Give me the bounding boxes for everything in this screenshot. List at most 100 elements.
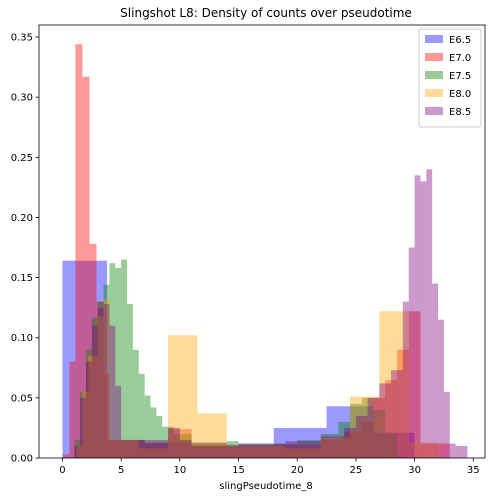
y-tick-label: 0.30 (11, 93, 33, 104)
y-tick-label: 0.10 (11, 333, 33, 344)
legend-label: E6.5 (449, 35, 471, 46)
x-tick-label: 0 (59, 465, 65, 476)
bar-E7-0-10 (191, 443, 227, 458)
plot-frame (38, 24, 486, 459)
bar-E6-5-0 (62, 260, 108, 458)
x-tick-label: 30 (408, 465, 421, 476)
bar-E8-5-10 (179, 439, 192, 458)
bar-E7-0-4 (89, 243, 97, 458)
bar-E6-5-6 (326, 406, 374, 458)
bars-layer (62, 44, 468, 459)
bar-E7-5-11 (138, 373, 145, 458)
bar-E8-5-25 (432, 283, 439, 458)
bar-E7-5-9 (127, 304, 133, 458)
bar-E6-5-7 (373, 432, 415, 458)
bar-E8-5-3 (91, 325, 98, 458)
bar-E7-0-3 (82, 76, 90, 458)
bar-E7-5-3 (91, 317, 98, 458)
legend-label: E7.5 (449, 71, 471, 82)
legend-swatch (425, 89, 443, 97)
bar-E7-0-20 (420, 443, 450, 458)
bar-E7-0-15 (361, 421, 374, 458)
bar-E8-5-12 (238, 443, 286, 458)
bar-E8-5-7 (115, 385, 122, 458)
bar-E7-0-5 (96, 301, 104, 458)
bar-E7-5-19 (238, 443, 298, 458)
bar-E7-5-24 (361, 397, 374, 458)
y-tick-label: 0.05 (11, 393, 33, 404)
bar-E7-5-25 (373, 409, 386, 458)
bar-E6-5-1 (107, 439, 145, 458)
y-tick-label: 0.15 (11, 273, 33, 284)
bar-E7-5-0 (74, 439, 81, 458)
bar-E7-5-13 (150, 407, 157, 458)
legend-swatch (425, 71, 443, 79)
bar-E8-0-6 (138, 448, 169, 458)
bar-E7-0-18 (396, 349, 409, 458)
legend-label: E8.0 (449, 89, 471, 100)
bar-E8-5-16 (355, 415, 368, 458)
bar-E8-5-6 (109, 325, 116, 458)
bar-E7-5-8 (121, 259, 128, 458)
bar-E8-0-7 (168, 335, 198, 458)
bar-E7-0-16 (373, 397, 386, 458)
bar-E8-5-1 (80, 397, 86, 458)
x-tick-label: 35 (467, 465, 480, 476)
bar-E8-5-21 (408, 247, 415, 458)
legend-label: E7.0 (449, 53, 471, 64)
bar-E7-0-19 (408, 311, 421, 458)
legend-swatch (425, 35, 443, 43)
legend-label: E8.5 (449, 107, 471, 118)
bar-E8-5-4 (97, 307, 104, 458)
bar-E8-5-14 (320, 436, 345, 458)
bar-E7-0-7 (109, 439, 145, 458)
bar-E7-5-14 (156, 415, 163, 458)
bar-E7-0-0 (62, 454, 70, 458)
x-tick-label: 20 (291, 465, 304, 476)
bar-E8-0-11 (320, 437, 351, 458)
bar-E8-5-24 (426, 169, 433, 459)
bar-E7-0-6 (103, 373, 110, 458)
bar-E7-5-16 (173, 433, 192, 458)
chart-title: Slingshot L8: Density of counts over pse… (120, 6, 412, 20)
bar-E8-0-14 (408, 442, 439, 458)
bar-E8-5-20 (402, 301, 409, 458)
bar-E7-5-17 (191, 443, 227, 458)
bar-E8-0-13 (379, 311, 409, 458)
bar-E7-0-12 (273, 444, 321, 458)
bar-E8-0-2 (88, 355, 98, 458)
bar-E6-5-2 (144, 442, 186, 458)
bar-E8-5-22 (414, 175, 421, 458)
bar-E7-5-4 (97, 301, 104, 458)
bar-E7-5-22 (338, 421, 351, 458)
bar-E8-5-23 (420, 181, 427, 458)
bar-E8-5-11 (191, 445, 239, 458)
legend: E6.5 E7.0 E7.5 E8.0 E8.5 (418, 28, 482, 128)
bar-E7-5-2 (85, 349, 92, 458)
bar-E8-0-1 (82, 391, 89, 458)
bar-E6-5-5 (273, 427, 327, 458)
bar-E8-5-5 (103, 304, 110, 458)
bar-E7-5-21 (320, 433, 339, 458)
bar-E7-0-11 (226, 445, 274, 458)
bar-E8-5-0 (74, 445, 81, 458)
bar-E7-5-18 (226, 441, 239, 458)
bar-E8-5-13 (285, 441, 321, 458)
y-tick-label: 0.25 (11, 153, 33, 164)
x-axis-label: slingPseudotime_8 (219, 481, 312, 492)
bar-E8-5-2 (85, 361, 92, 458)
bar-E8-0-12 (350, 396, 380, 458)
bar-E7-0-1 (69, 361, 76, 458)
bar-E8-0-4 (103, 299, 110, 458)
bar-E8-0-0 (76, 445, 83, 458)
y-tick-label: 0.20 (11, 213, 33, 224)
bar-E7-0-17 (385, 379, 397, 458)
bar-E8-5-26 (438, 319, 444, 458)
bar-E8-5-27 (443, 391, 450, 458)
bar-E7-5-6 (109, 263, 116, 458)
bar-E8-5-8 (121, 439, 169, 458)
bar-E7-5-7 (115, 267, 122, 458)
bar-E7-0-8 (144, 443, 169, 458)
bar-E8-0-3 (97, 316, 104, 458)
